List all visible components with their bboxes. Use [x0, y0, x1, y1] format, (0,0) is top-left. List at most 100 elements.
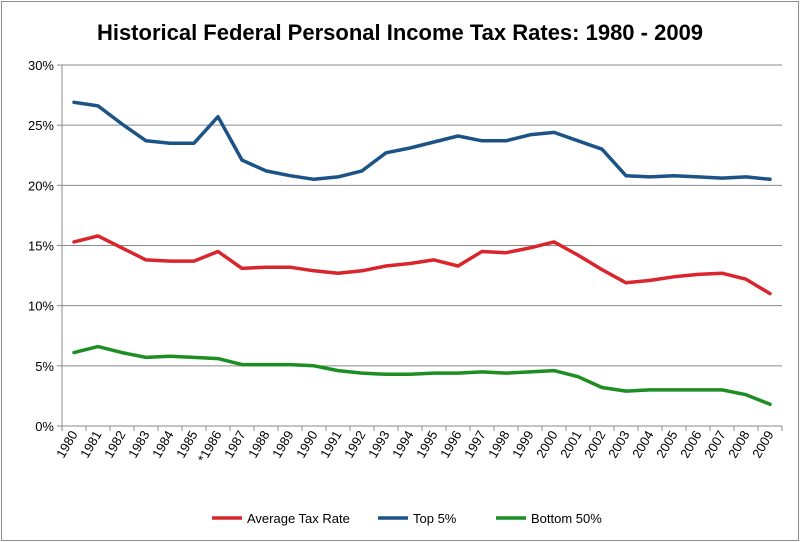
x-tick-label: 1990: [293, 428, 320, 461]
data-point: [529, 370, 532, 373]
x-tick-label: 2000: [533, 428, 560, 461]
data-point: [385, 151, 388, 154]
data-point: [337, 369, 340, 372]
x-tick-label: 1989: [269, 428, 296, 461]
x-tick-label: 2002: [581, 428, 608, 461]
data-point: [73, 240, 76, 243]
data-point: [529, 133, 532, 136]
data-point: [97, 234, 100, 237]
x-tick-label: 2005: [653, 428, 680, 461]
data-point: [265, 169, 268, 172]
data-point: [289, 266, 292, 269]
data-point: [409, 147, 412, 150]
x-tick-label: 1995: [413, 428, 440, 461]
data-point: [673, 388, 676, 391]
data-point: [721, 272, 724, 275]
x-tick-label: 1987: [221, 428, 248, 461]
series-line: [72, 234, 772, 296]
data-point: [721, 177, 724, 180]
data-point: [553, 369, 556, 372]
series-lines: [72, 100, 772, 407]
data-point: [169, 355, 172, 358]
data-point: [337, 175, 340, 178]
data-point: [289, 363, 292, 366]
y-tick-label: 5%: [35, 359, 54, 374]
data-point: [673, 174, 676, 177]
x-tick-label: 2006: [677, 428, 704, 461]
legend: Average Tax Rate Top 5% Bottom 50%: [212, 511, 602, 526]
data-point: [457, 134, 460, 137]
data-point: [481, 139, 484, 142]
data-point: [313, 178, 316, 181]
data-point: [457, 372, 460, 375]
data-point: [745, 393, 748, 396]
y-tick-label: 15%: [28, 239, 54, 254]
chart-title: Historical Federal Personal Income Tax R…: [97, 20, 703, 45]
data-point: [505, 139, 508, 142]
data-point: [145, 258, 148, 261]
legend-label: Average Tax Rate: [247, 511, 350, 526]
data-point: [97, 104, 100, 107]
data-point: [601, 148, 604, 151]
x-tick-label: 1980: [53, 428, 80, 461]
x-tick-label: 2007: [701, 428, 728, 461]
x-tick-label: 1997: [461, 428, 488, 461]
data-point: [265, 266, 268, 269]
x-tick-label: 1988: [245, 428, 272, 461]
x-tick-label: 1994: [389, 428, 416, 461]
data-point: [769, 178, 772, 181]
data-point: [505, 372, 508, 375]
data-point: [217, 250, 220, 253]
x-tick-label: 1999: [509, 428, 536, 461]
series-line: [72, 100, 772, 182]
data-point: [697, 273, 700, 276]
data-point: [529, 246, 532, 249]
data-point: [217, 115, 220, 118]
data-point: [193, 142, 196, 145]
data-point: [649, 279, 652, 282]
data-point: [361, 372, 364, 375]
y-tick-label: 25%: [28, 118, 54, 133]
data-point: [577, 375, 580, 378]
data-point: [601, 386, 604, 389]
x-tick-label: 2004: [629, 428, 656, 461]
data-point: [625, 174, 628, 177]
data-point: [385, 373, 388, 376]
data-point: [649, 175, 652, 178]
y-tick-label: 10%: [28, 299, 54, 314]
data-point: [73, 351, 76, 354]
data-point: [481, 250, 484, 253]
data-point: [625, 390, 628, 393]
data-point: [553, 131, 556, 134]
data-point: [337, 272, 340, 275]
y-axis-ticks: 0% 5% 10% 15% 20% 25% 30%: [28, 58, 62, 434]
x-axis-ticks: 198019811982198319841985*198619871988198…: [53, 426, 783, 465]
data-point: [697, 175, 700, 178]
x-tick-label: 2008: [725, 428, 752, 461]
data-point: [433, 258, 436, 261]
data-point: [121, 351, 124, 354]
data-point: [433, 141, 436, 144]
data-point: [433, 372, 436, 375]
data-point: [481, 370, 484, 373]
series-line: [72, 344, 772, 407]
y-tick-label: 20%: [28, 178, 54, 193]
data-point: [217, 357, 220, 360]
y-tick-label: 0%: [35, 419, 54, 434]
data-point: [577, 254, 580, 257]
data-point: [553, 240, 556, 243]
data-point: [409, 373, 412, 376]
data-point: [505, 251, 508, 254]
data-point: [73, 101, 76, 104]
x-tick-label: 1984: [149, 428, 176, 461]
x-tick-label: *1986: [195, 428, 225, 465]
x-tick-label: 1996: [437, 428, 464, 461]
data-point: [313, 269, 316, 272]
data-point: [769, 403, 772, 406]
data-point: [721, 388, 724, 391]
data-point: [241, 159, 244, 162]
x-tick-label: 1998: [485, 428, 512, 461]
x-tick-label: 1981: [77, 428, 104, 461]
data-point: [193, 356, 196, 359]
data-point: [457, 264, 460, 267]
